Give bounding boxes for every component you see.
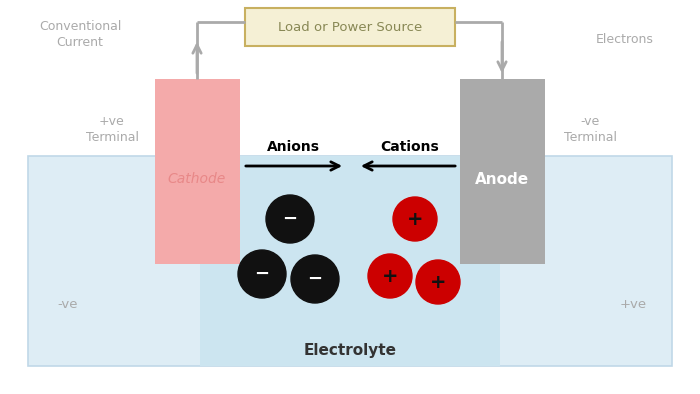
Text: +ve: +ve: [620, 297, 647, 310]
Circle shape: [238, 250, 286, 298]
Text: Anode: Anode: [475, 171, 529, 186]
Text: −: −: [254, 265, 270, 283]
Circle shape: [416, 260, 460, 304]
Text: +ve
Terminal: +ve Terminal: [85, 115, 139, 143]
Text: Electrolyte: Electrolyte: [304, 344, 396, 359]
FancyBboxPatch shape: [28, 156, 672, 366]
Text: Conventional
Current: Conventional Current: [38, 19, 121, 48]
Text: Anions: Anions: [267, 140, 319, 154]
Text: +: +: [430, 273, 447, 292]
FancyBboxPatch shape: [245, 8, 455, 46]
Circle shape: [291, 255, 339, 303]
Circle shape: [266, 195, 314, 243]
Text: +: +: [407, 210, 424, 229]
Text: −: −: [307, 270, 323, 288]
FancyBboxPatch shape: [155, 79, 240, 264]
Text: +: +: [382, 266, 398, 286]
Text: −: −: [282, 210, 298, 228]
Circle shape: [368, 254, 412, 298]
FancyBboxPatch shape: [460, 79, 545, 264]
FancyBboxPatch shape: [200, 156, 500, 366]
Text: -ve
Terminal: -ve Terminal: [564, 115, 617, 143]
Circle shape: [393, 197, 437, 241]
Text: Cathode: Cathode: [168, 172, 226, 186]
Text: -ve: -ve: [57, 297, 78, 310]
Text: Cations: Cations: [381, 140, 440, 154]
Text: Load or Power Source: Load or Power Source: [278, 20, 422, 33]
Text: Electrons: Electrons: [596, 32, 654, 45]
